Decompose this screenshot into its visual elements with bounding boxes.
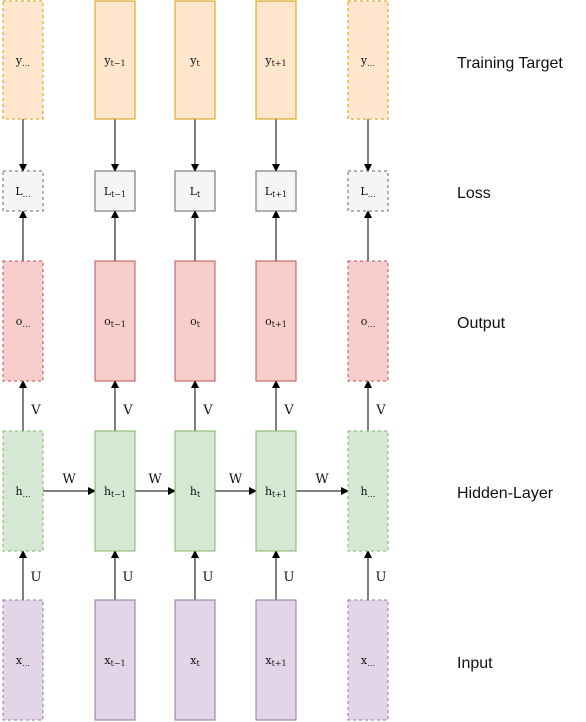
target-node-t+1: [255, 0, 297, 120]
loss-node-prev: [2, 170, 44, 212]
loss-label-next: L…: [360, 185, 375, 199]
hidden-node-prev: [2, 430, 44, 552]
output-label-prev: o…: [16, 315, 31, 329]
row-label-hidden-layer: Hidden-Layer: [457, 485, 554, 502]
row-label-training-target: Training Target: [457, 55, 563, 72]
hidden-node-t: [174, 430, 216, 552]
target-node-prev: [2, 0, 44, 120]
row-labels: Training Target Loss Output Hidden-Layer…: [457, 55, 563, 672]
input-node-t-1: [94, 599, 136, 721]
weight-label-u-next: U: [376, 570, 387, 585]
nodes: y… L… o… h… x… yt−1 Lt−1 ot−1 ht−1 xt−1 yt Lt ot ht xt…: [2, 0, 389, 721]
input-node-next: [347, 599, 389, 721]
input-node-t+1: [255, 599, 297, 721]
loss-node-t-1: [94, 170, 136, 212]
weight-label-w-prev: W: [62, 472, 76, 487]
output-node-prev: [2, 260, 44, 382]
loss-label-t-1: Lt−1: [104, 185, 126, 199]
weight-label-u-t: U: [203, 570, 214, 585]
loss-label-prev: L…: [15, 185, 30, 199]
output-label-t+1: ot+1: [265, 315, 287, 329]
target-label-t-1: yt−1: [103, 54, 125, 68]
row-label-input: Input: [457, 655, 493, 672]
input-label-t-1: xt−1: [104, 654, 125, 668]
hidden-label-t: ht: [190, 485, 201, 499]
loss-label-t: Lt: [190, 185, 201, 199]
target-node-t: [174, 0, 216, 120]
input-label-prev: x…: [16, 654, 30, 668]
loss-node-next: [347, 170, 389, 212]
weight-label-v-t: V: [202, 403, 213, 418]
edge-labels: V U W V U W V U W V U W V U: [30, 403, 386, 585]
edges: [19, 119, 372, 600]
target-label-prev: y…: [15, 54, 30, 68]
weight-label-u-prev: U: [31, 570, 42, 585]
input-node-t: [174, 599, 216, 721]
output-label-t-1: ot−1: [104, 315, 126, 329]
output-node-t-1: [94, 260, 136, 382]
row-label-loss: Loss: [457, 185, 491, 202]
output-node-t: [174, 260, 216, 382]
weight-label-w-t-1: W: [148, 472, 162, 487]
input-node-prev: [2, 599, 44, 721]
hidden-label-t-1: ht−1: [104, 485, 126, 499]
hidden-node-t-1: [94, 430, 136, 552]
target-label-t+1: yt+1: [264, 54, 286, 68]
hidden-node-next: [347, 430, 389, 552]
weight-label-w-t+1: W: [315, 472, 329, 487]
loss-node-t+1: [255, 170, 297, 212]
loss-label-t+1: Lt+1: [265, 185, 287, 199]
hidden-label-t+1: ht+1: [265, 485, 287, 499]
output-label-t: ot: [190, 315, 201, 329]
row-label-output: Output: [457, 315, 506, 332]
target-label-next: y…: [360, 54, 375, 68]
weight-label-v-prev: V: [30, 403, 41, 418]
target-label-t: yt: [189, 54, 200, 68]
input-label-next: x…: [361, 654, 375, 668]
hidden-label-next: h…: [360, 485, 375, 499]
weight-label-v-next: V: [375, 403, 386, 418]
target-node-next: [347, 0, 389, 120]
hidden-node-t+1: [255, 430, 297, 552]
hidden-label-prev: h…: [15, 485, 30, 499]
weight-label-v-t-1: V: [122, 403, 133, 418]
input-label-t: xt: [190, 654, 200, 668]
output-node-t+1: [255, 260, 297, 382]
output-label-next: o…: [361, 315, 376, 329]
weight-label-u-t-1: U: [123, 570, 134, 585]
weight-label-u-t+1: U: [284, 570, 295, 585]
weight-label-v-t+1: V: [283, 403, 294, 418]
target-node-t-1: [94, 0, 136, 120]
input-label-t+1: xt+1: [265, 654, 286, 668]
loss-node-t: [174, 170, 216, 212]
weight-label-w-t: W: [229, 472, 243, 487]
output-node-next: [347, 260, 389, 382]
